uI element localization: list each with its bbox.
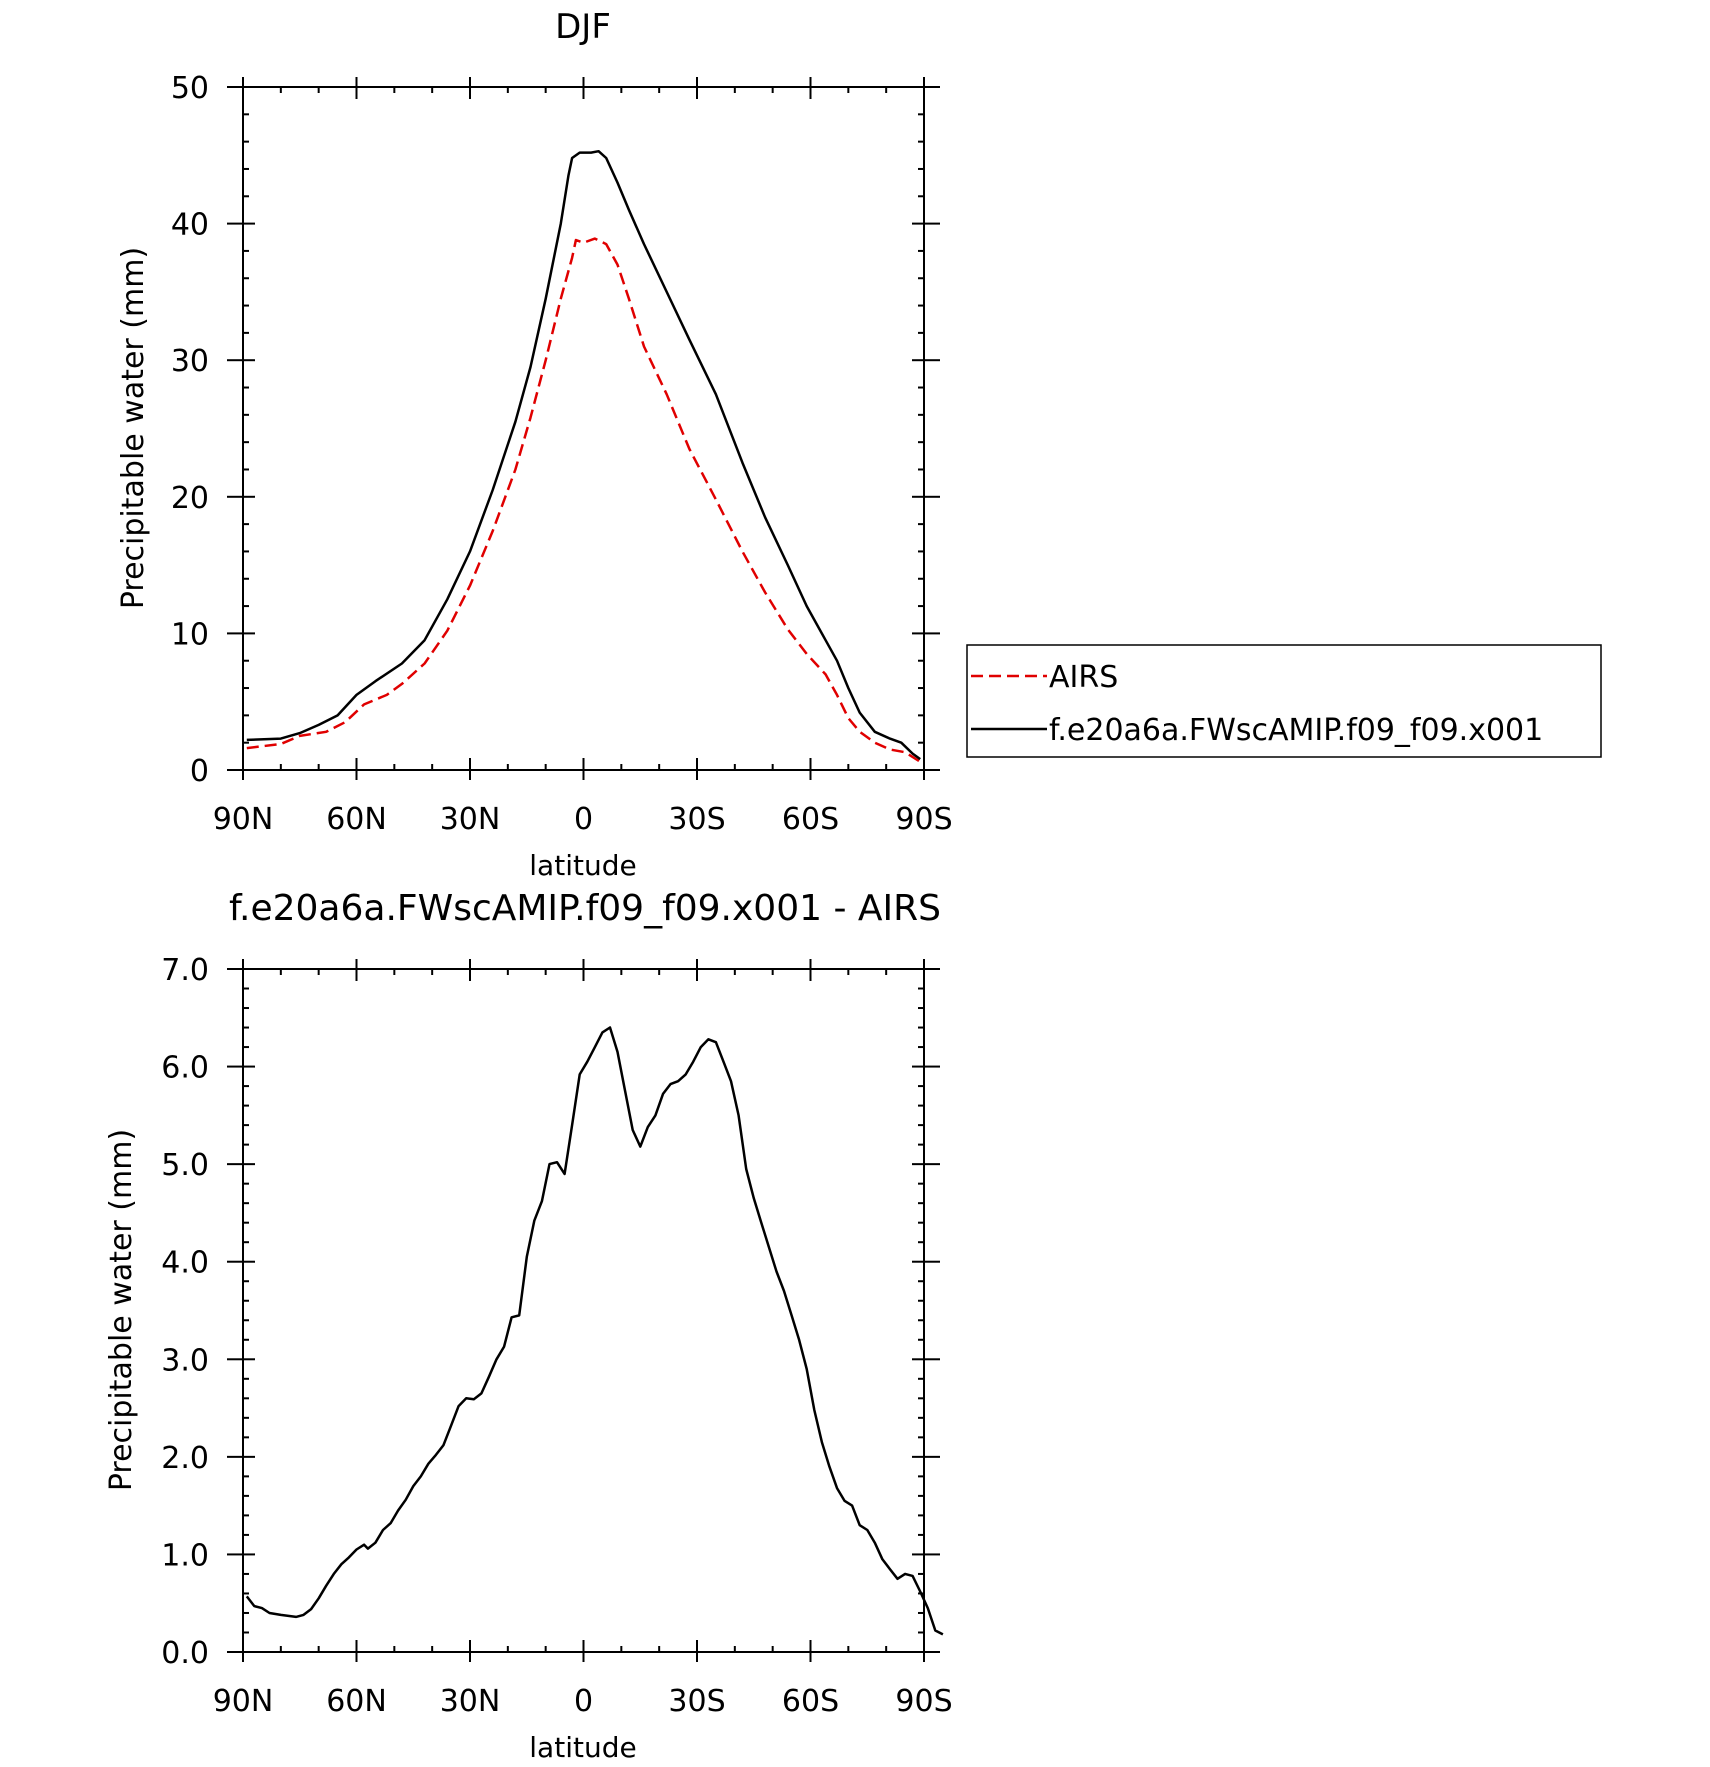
- x-tick-label: 30S: [668, 802, 725, 837]
- plot-frame: [242, 86, 925, 771]
- y-tick-label: 7.0: [161, 953, 209, 988]
- y-tick-label: 50: [171, 71, 209, 106]
- legend-box: [966, 644, 1602, 758]
- legend: AIRS f.e20a6a.FWscAMIP.f09_f09.x001: [966, 644, 1602, 758]
- difference-series-line: [245, 1026, 944, 1636]
- y-tick-label: 5.0: [161, 1148, 209, 1183]
- y-axis-label: Precipitable water (mm): [116, 247, 151, 609]
- y-tick-labels: 0 10 20 30 40 50: [171, 71, 209, 789]
- legend-label-model: f.e20a6a.FWscAMIP.f09_f09.x001: [1049, 713, 1543, 748]
- x-axis-label: latitude: [529, 849, 636, 882]
- x-tick-label: 30S: [668, 1684, 725, 1719]
- y-tick-label: 0: [190, 754, 209, 789]
- model-series-line: [246, 149, 921, 761]
- x-tick-label: 90S: [895, 802, 952, 837]
- y-tick-label: 1.0: [161, 1538, 209, 1573]
- x-tick-label: 90S: [895, 1684, 952, 1719]
- x-tick-label: 0: [574, 1684, 593, 1719]
- legend-label-airs: AIRS: [1049, 660, 1118, 695]
- x-tick-label: 60N: [326, 802, 387, 837]
- y-tick-label: 10: [171, 617, 209, 652]
- y-tick-label: 20: [171, 481, 209, 516]
- y-tick-label: 6.0: [161, 1051, 209, 1086]
- difference-panel: f.e20a6a.FWscAMIP.f09_f09.x001 - AIRS 0.…: [104, 888, 953, 1764]
- x-tick-label: 60S: [782, 1684, 839, 1719]
- y-axis-label: Precipitable water (mm): [104, 1129, 139, 1491]
- x-tick-label: 30N: [440, 1684, 501, 1719]
- y-tick-label: 40: [171, 208, 209, 243]
- djf-precipitable-water-panel: DJF 0 10 20 30 40 50 90N 60N 30N 0 30S 60S 90S lati…: [116, 7, 1602, 882]
- tick-marks: [227, 77, 940, 780]
- x-tick-label: 90N: [213, 1684, 274, 1719]
- x-tick-label: 0: [574, 802, 593, 837]
- y-tick-label: 0.0: [161, 1636, 209, 1671]
- chart-title: DJF: [555, 7, 611, 47]
- airs-series-line: [246, 237, 921, 763]
- x-tick-label: 30N: [440, 802, 501, 837]
- x-tick-labels: 90N 60N 30N 0 30S 60S 90S: [213, 1684, 953, 1719]
- x-tick-label: 90N: [213, 802, 274, 837]
- y-tick-label: 3.0: [161, 1343, 209, 1378]
- y-tick-label: 2.0: [161, 1441, 209, 1476]
- y-tick-label: 4.0: [161, 1246, 209, 1281]
- x-axis-label: latitude: [529, 1731, 636, 1764]
- tick-marks: [227, 959, 940, 1662]
- plot-frame: [242, 968, 925, 1653]
- series-lines: [245, 1026, 944, 1636]
- y-tick-label: 30: [171, 344, 209, 379]
- y-tick-labels: 0.0 1.0 2.0 3.0 4.0 5.0 6.0 7.0: [161, 953, 209, 1671]
- x-tick-label: 60S: [782, 802, 839, 837]
- x-tick-labels: 90N 60N 30N 0 30S 60S 90S: [213, 802, 953, 837]
- x-tick-label: 60N: [326, 1684, 387, 1719]
- series-lines: [246, 149, 921, 763]
- chart-title: f.e20a6a.FWscAMIP.f09_f09.x001 - AIRS: [229, 888, 941, 929]
